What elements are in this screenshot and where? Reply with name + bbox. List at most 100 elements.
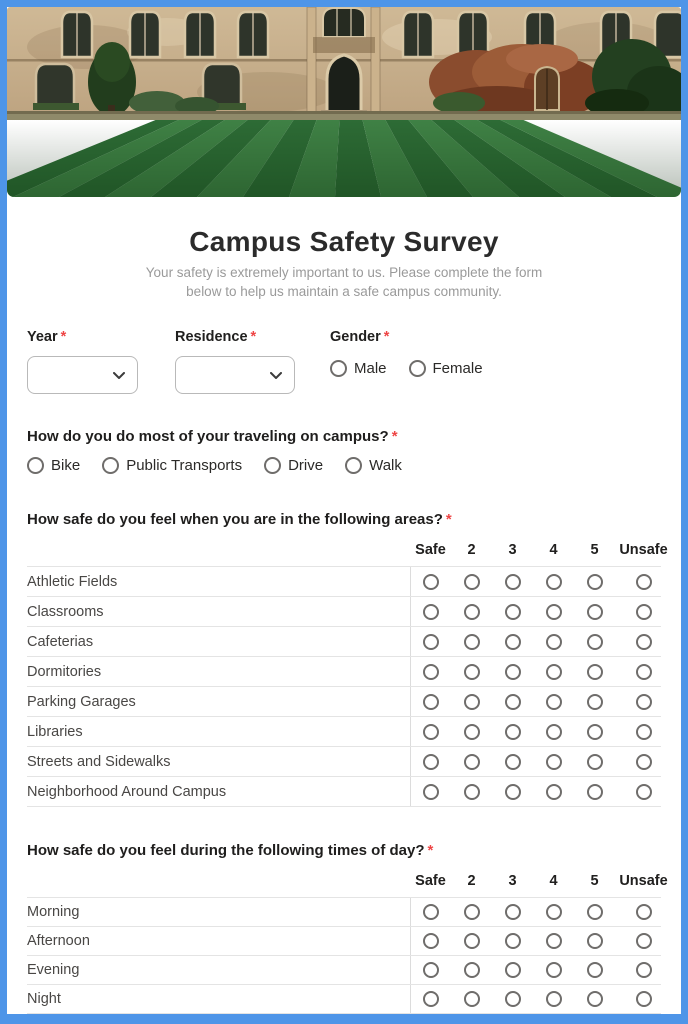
radio-icon[interactable] (408, 360, 426, 377)
matrix-radio[interactable] (423, 573, 439, 590)
matrix-radio[interactable] (463, 723, 480, 740)
matrix-radio[interactable] (423, 693, 439, 710)
matrix-radio[interactable] (423, 933, 439, 949)
matrix-radio[interactable] (463, 904, 480, 920)
matrix-radio[interactable] (545, 783, 562, 800)
matrix-radio[interactable] (504, 603, 521, 620)
radio-cell (410, 956, 451, 984)
matrix-radio[interactable] (586, 723, 603, 740)
matrix-radio[interactable] (463, 633, 480, 650)
matrix-radio[interactable] (463, 693, 480, 710)
matrix-radio[interactable] (635, 663, 652, 680)
matrix-radio[interactable] (504, 783, 521, 800)
matrix-radio[interactable] (504, 753, 521, 770)
matrix-radio[interactable] (586, 573, 603, 590)
matrix-radio[interactable] (635, 783, 652, 800)
matrix-radio[interactable] (635, 933, 652, 949)
required-asterisk: * (445, 511, 452, 528)
gender-option-female[interactable]: Female (408, 360, 483, 377)
radio-cell (533, 985, 574, 1013)
radio-icon[interactable] (27, 457, 44, 474)
matrix-radio[interactable] (423, 663, 439, 680)
matrix-radio[interactable] (586, 603, 603, 620)
matrix-radio[interactable] (586, 933, 603, 949)
matrix-radio[interactable] (586, 991, 603, 1007)
matrix-radio[interactable] (545, 991, 562, 1007)
page-title: Campus Safety Survey (189, 226, 499, 257)
matrix-radio[interactable] (635, 693, 652, 710)
matrix-radio[interactable] (545, 962, 562, 978)
matrix-radio[interactable] (463, 991, 480, 1007)
radio-cell (451, 927, 492, 955)
matrix-radio[interactable] (586, 783, 603, 800)
matrix-radio[interactable] (545, 723, 562, 740)
matrix-radio[interactable] (504, 933, 521, 949)
matrix-radio[interactable] (504, 633, 521, 650)
matrix-radio[interactable] (463, 663, 480, 680)
matrix-radio[interactable] (635, 991, 652, 1007)
travel-option-drive[interactable]: Drive (264, 457, 323, 474)
matrix-radio[interactable] (586, 962, 603, 978)
matrix-radio[interactable] (504, 663, 521, 680)
year-select[interactable] (27, 356, 138, 394)
matrix-radio[interactable] (423, 723, 439, 740)
travel-option-walk[interactable]: Walk (345, 457, 402, 474)
radio-icon[interactable] (102, 457, 120, 474)
matrix-radio[interactable] (635, 753, 652, 770)
radio-cell (492, 687, 533, 716)
matrix-radio[interactable] (463, 962, 480, 978)
matrix-radio[interactable] (504, 723, 521, 740)
matrix-radio[interactable] (545, 633, 562, 650)
radio-cell (451, 898, 492, 926)
matrix-radio[interactable] (635, 633, 652, 650)
matrix-radio[interactable] (463, 753, 480, 770)
matrix-radio[interactable] (504, 962, 521, 978)
matrix-radio[interactable] (504, 991, 521, 1007)
radio-cell (615, 956, 672, 984)
matrix-radio[interactable] (635, 904, 652, 920)
matrix-radio[interactable] (423, 962, 439, 978)
matrix-radio[interactable] (586, 693, 603, 710)
matrix-radio[interactable] (423, 753, 439, 770)
matrix-radio[interactable] (545, 693, 562, 710)
matrix-radio[interactable] (463, 933, 480, 949)
matrix-radio[interactable] (423, 991, 439, 1007)
matrix-radio[interactable] (545, 603, 562, 620)
matrix-radio[interactable] (586, 753, 603, 770)
radio-cell (533, 657, 574, 686)
table-row: Morning (27, 897, 661, 926)
matrix-radio[interactable] (423, 633, 439, 650)
matrix-radio[interactable] (504, 693, 521, 710)
radio-icon[interactable] (264, 457, 282, 474)
matrix-radio[interactable] (504, 904, 521, 920)
matrix-radio[interactable] (463, 603, 480, 620)
matrix-radio[interactable] (504, 573, 521, 590)
matrix-radio[interactable] (545, 663, 562, 680)
times-question-label: How safe do you feel during the followin… (27, 842, 434, 859)
matrix-radio[interactable] (635, 603, 652, 620)
matrix-radio[interactable] (545, 904, 562, 920)
matrix-radio[interactable] (463, 573, 480, 590)
matrix-radio[interactable] (635, 723, 652, 740)
matrix-radio[interactable] (545, 933, 562, 949)
row-label: Evening (27, 962, 80, 978)
matrix-radio[interactable] (423, 603, 439, 620)
matrix-radio[interactable] (635, 962, 652, 978)
radio-icon[interactable] (345, 457, 363, 474)
matrix-radio[interactable] (586, 633, 603, 650)
matrix-radio[interactable] (545, 573, 562, 590)
radio-icon[interactable] (330, 360, 347, 377)
matrix-radio[interactable] (586, 663, 603, 680)
matrix-radio[interactable] (635, 573, 652, 590)
matrix-radio[interactable] (423, 904, 439, 920)
matrix-radio[interactable] (545, 753, 562, 770)
travel-option-public-transports[interactable]: Public Transports (102, 457, 242, 474)
matrix-radio[interactable] (463, 783, 480, 800)
residence-select[interactable] (175, 356, 295, 394)
row-label: Libraries (27, 723, 83, 740)
gender-option-male[interactable]: Male (330, 360, 387, 377)
areas-question-label: How safe do you feel when you are in the… (27, 511, 452, 528)
travel-option-bike[interactable]: Bike (27, 457, 80, 474)
matrix-radio[interactable] (586, 904, 603, 920)
matrix-radio[interactable] (423, 783, 439, 800)
